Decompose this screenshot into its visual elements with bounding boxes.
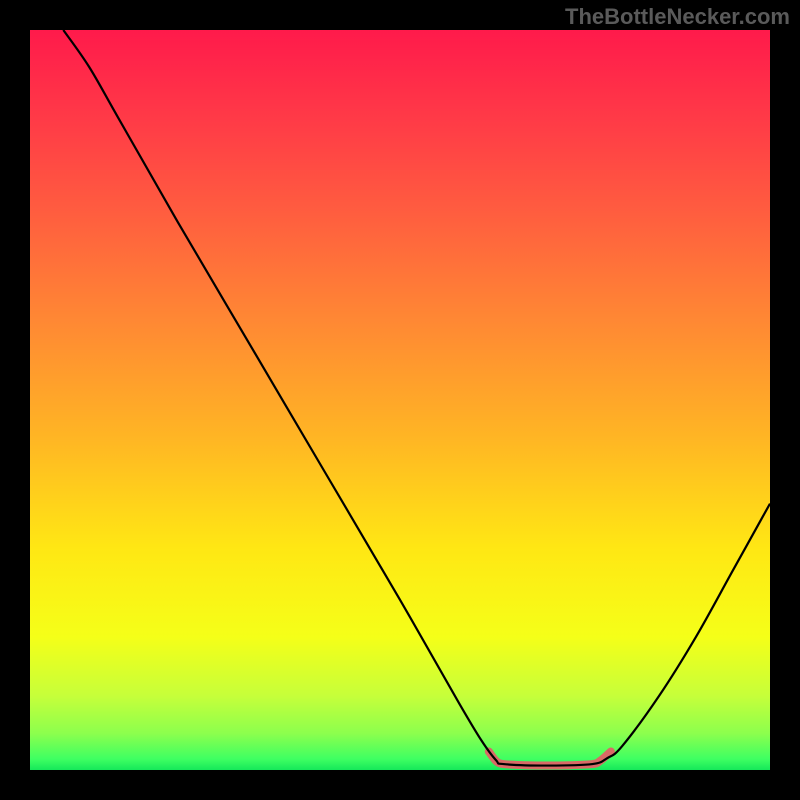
gradient-background bbox=[30, 30, 770, 770]
watermark-text: TheBottleNecker.com bbox=[565, 4, 790, 30]
chart-plot-area bbox=[30, 30, 770, 770]
chart-svg bbox=[30, 30, 770, 770]
